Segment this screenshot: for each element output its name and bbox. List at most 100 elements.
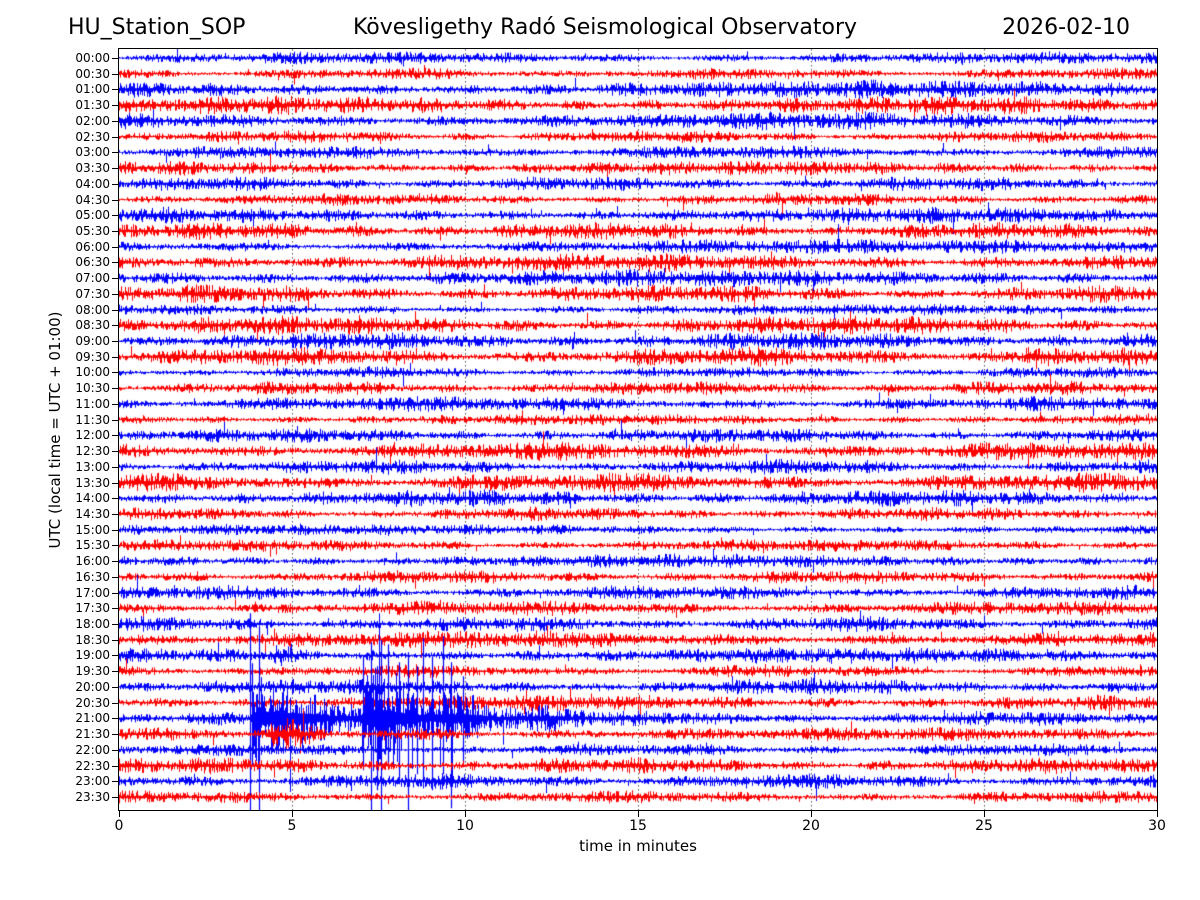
y-tick [112, 576, 119, 578]
row-label-0900: 09:00 [75, 334, 110, 348]
row-label-1630: 16:30 [75, 569, 110, 584]
y-tick [112, 451, 119, 453]
y-tick [112, 293, 119, 295]
y-tick [112, 529, 119, 531]
row-label-0830: 08:30 [75, 318, 110, 333]
y-tick [112, 592, 119, 594]
x-tick [465, 810, 466, 817]
row-label-1230: 12:30 [75, 444, 110, 459]
row-label-2330: 23:30 [75, 789, 110, 804]
y-tick [112, 309, 119, 311]
y-tick [112, 639, 119, 641]
row-label-2200: 22:00 [75, 742, 110, 757]
row-label-0230: 02:30 [75, 129, 110, 144]
y-tick [112, 498, 119, 500]
row-label-0400: 04:00 [75, 176, 110, 191]
row-label-0300: 03:00 [75, 145, 110, 160]
y-tick [112, 325, 119, 327]
y-tick [112, 183, 119, 185]
row-label-1000: 10:00 [75, 365, 110, 380]
y-tick [112, 671, 119, 673]
seismogram-canvas [119, 49, 1157, 810]
row-label-2000: 20:00 [75, 679, 110, 694]
y-tick [112, 215, 119, 217]
x-tick [638, 810, 639, 817]
x-tick [984, 810, 985, 817]
row-label-2300: 23:00 [75, 774, 110, 789]
y-tick [112, 73, 119, 75]
x-tick [119, 810, 120, 817]
row-label-0030: 00:30 [75, 66, 110, 81]
y-tick [112, 545, 119, 547]
row-label-1700: 17:00 [75, 585, 110, 600]
row-label-1830: 18:30 [75, 632, 110, 647]
row-label-0430: 04:30 [75, 192, 110, 207]
y-tick [112, 89, 119, 91]
row-label-1730: 17:30 [75, 601, 110, 616]
x-tick-label-30: 30 [1148, 818, 1166, 834]
row-label-0530: 05:30 [75, 223, 110, 238]
y-tick [112, 246, 119, 248]
y-tick [112, 419, 119, 421]
y-tick [112, 749, 119, 751]
y-tick [112, 608, 119, 610]
y-tick [112, 435, 119, 437]
row-label-0100: 01:00 [75, 82, 110, 97]
y-tick [112, 168, 119, 170]
y-tick [112, 796, 119, 798]
y-tick [112, 624, 119, 626]
x-tick-label-0: 0 [114, 818, 124, 834]
row-label-0630: 06:30 [75, 255, 110, 270]
y-tick [112, 152, 119, 154]
row-label-1530: 15:30 [75, 538, 110, 553]
station-title: HU_Station_SOP [68, 15, 246, 40]
x-axis-label: time in minutes [579, 837, 697, 855]
y-tick [112, 356, 119, 358]
date-title: 2026-02-10 [1002, 15, 1130, 40]
row-label-0130: 01:30 [75, 98, 110, 113]
y-tick [112, 561, 119, 563]
row-label-1330: 13:30 [75, 475, 110, 490]
y-tick [112, 120, 119, 122]
row-label-1430: 14:30 [75, 506, 110, 521]
row-label-0730: 07:30 [75, 286, 110, 301]
y-tick [112, 105, 119, 107]
row-label-1600: 16:00 [75, 554, 110, 569]
row-label-1300: 13:00 [75, 459, 110, 474]
y-tick [112, 482, 119, 484]
row-label-0500: 05:00 [75, 208, 110, 223]
row-label-1900: 19:00 [75, 648, 110, 663]
row-label-1800: 18:00 [75, 617, 110, 632]
y-tick [112, 655, 119, 657]
y-tick [112, 781, 119, 783]
x-tick-label-5: 5 [287, 818, 297, 834]
row-label-0600: 06:00 [75, 239, 110, 254]
row-label-0000: 00:00 [75, 51, 110, 65]
row-label-0800: 08:00 [75, 302, 110, 317]
y-tick [112, 372, 119, 374]
x-tick [292, 810, 293, 817]
y-tick [112, 262, 119, 264]
x-tick-label-15: 15 [629, 818, 647, 834]
row-label-2030: 20:30 [75, 695, 110, 710]
row-label-1130: 11:30 [75, 412, 110, 427]
row-label-1030: 10:30 [75, 381, 110, 396]
x-tick [1157, 810, 1158, 817]
y-tick [112, 765, 119, 767]
row-label-1400: 14:00 [75, 491, 110, 506]
row-label-1200: 12:00 [75, 428, 110, 443]
row-label-1930: 19:30 [75, 664, 110, 679]
row-label-2230: 22:30 [75, 758, 110, 773]
plot-area [118, 48, 1158, 811]
y-tick [112, 136, 119, 138]
x-tick [811, 810, 812, 817]
row-label-0930: 09:30 [75, 349, 110, 364]
row-label-0700: 07:00 [75, 271, 110, 286]
y-tick [112, 513, 119, 515]
x-tick-label-20: 20 [802, 818, 820, 834]
row-label-2100: 21:00 [75, 711, 110, 726]
y-tick [112, 718, 119, 720]
y-tick [112, 702, 119, 704]
row-label-1500: 15:00 [75, 522, 110, 537]
